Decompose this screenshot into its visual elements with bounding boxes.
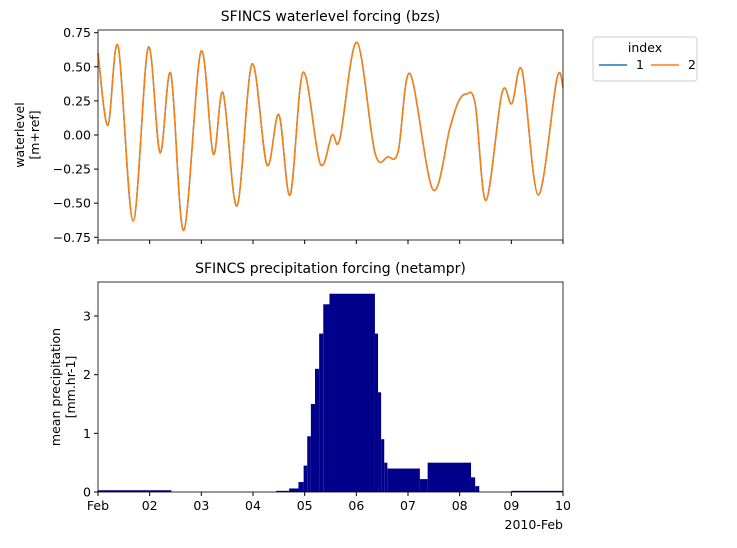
bar [387, 468, 420, 492]
y-tick-label: 0.00 [63, 128, 91, 143]
legend-box [592, 36, 698, 82]
y-tick-label: 0.50 [63, 59, 91, 74]
series-line [97, 41, 564, 232]
y-tick-label: 0 [83, 485, 91, 500]
y-axis-label: waterlevel[m+ref] [12, 102, 42, 167]
x-tick-label: 09 [503, 498, 519, 513]
bar [427, 462, 472, 492]
y-axis-label-line: [m+ref] [27, 110, 42, 159]
bar [475, 486, 480, 492]
legend-title: index [628, 40, 662, 55]
bar [315, 368, 320, 492]
bar [298, 482, 304, 492]
y-tick-label: 3 [83, 309, 91, 324]
y-tick-label: 0.75 [63, 25, 91, 40]
y-tick-label: −0.25 [53, 162, 91, 177]
x-tick-label: Feb [87, 498, 109, 513]
y-tick-label: −0.50 [53, 196, 91, 211]
bar [323, 304, 330, 492]
bar [289, 488, 299, 492]
bar [98, 490, 172, 492]
chart-title: SFINCS precipitation forcing (netampr) [195, 261, 466, 277]
x-tick-label: 04 [245, 498, 261, 513]
x-offset-label: 2010-Feb [505, 517, 564, 532]
x-tick-label: 02 [142, 498, 158, 513]
x-tick-label: 05 [297, 498, 313, 513]
axes-frame [97, 29, 564, 241]
bar [374, 333, 379, 492]
bar [276, 490, 290, 492]
series-line [97, 41, 564, 232]
bar [419, 479, 428, 492]
bar [307, 436, 311, 492]
x-tick-label: 10 [555, 498, 571, 513]
y-axis-label-line: waterlevel [12, 102, 27, 167]
axes-frame [97, 281, 564, 493]
bar [384, 462, 388, 492]
bar [329, 293, 375, 492]
y-tick-label: 0.25 [63, 93, 91, 108]
legend-label: 1 [636, 57, 644, 72]
y-tick-label: −0.75 [53, 230, 91, 245]
bar [378, 392, 382, 492]
y-axis-label-line: mean precipitation [48, 328, 63, 446]
x-tick-label: 08 [452, 498, 468, 513]
bar [511, 490, 563, 492]
legend-label: 2 [688, 57, 696, 72]
x-tick-label: 06 [348, 498, 364, 513]
y-tick-label: 2 [83, 367, 91, 382]
y-axis-label-line: [mm.hr-1] [63, 356, 78, 419]
x-tick-label: 07 [400, 498, 416, 513]
bar [310, 404, 315, 492]
bar [303, 465, 308, 492]
bar [381, 439, 385, 492]
x-tick-label: 03 [193, 498, 209, 513]
chart-title: SFINCS waterlevel forcing (bzs) [221, 9, 440, 25]
y-axis-label: mean precipitation[mm.hr-1] [48, 328, 78, 446]
y-tick-label: 1 [83, 426, 91, 441]
bar [319, 333, 324, 492]
bar [471, 477, 476, 492]
